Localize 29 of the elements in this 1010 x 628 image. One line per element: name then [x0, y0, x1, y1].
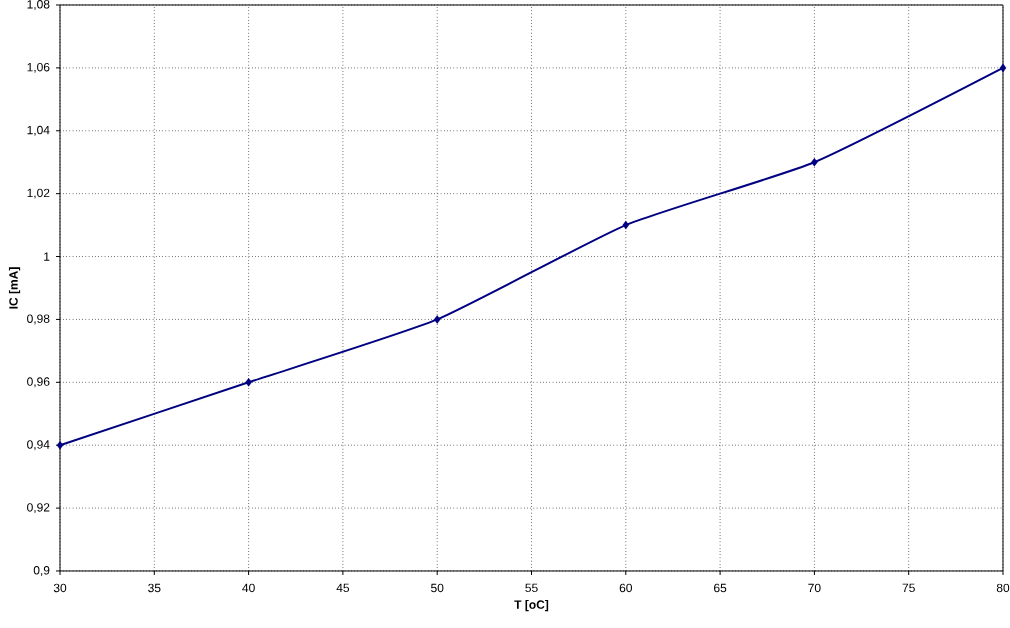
x-tick-label: 45	[336, 583, 350, 593]
x-tick-label: 55	[525, 583, 538, 593]
x-tick-label: 30	[53, 583, 67, 593]
x-tick-label: 40	[242, 583, 255, 593]
point	[433, 315, 441, 324]
point	[811, 157, 818, 167]
x-tick-label: 75	[902, 583, 915, 593]
y-tick-label: 1,08	[27, 0, 50, 10]
x-tick-label: 50	[431, 583, 444, 593]
y-tick-label: 1	[44, 252, 50, 261]
y-axis-title: IC [mA]	[8, 267, 21, 309]
point	[999, 63, 1007, 73]
x-tick-label: 65	[714, 583, 727, 593]
x-axis-title: T [oC]	[514, 600, 549, 612]
y-tick-label: 0,94	[27, 440, 50, 451]
x-tick-label: 60	[619, 583, 633, 593]
point	[622, 220, 630, 230]
y-tick-label: 0,96	[27, 377, 50, 388]
y-tick-label: 1,02	[27, 188, 50, 199]
y-tick-label: 1,06	[27, 62, 50, 73]
point	[245, 377, 252, 387]
x-tick-label: 35	[148, 583, 161, 593]
x-tick-label: 70	[808, 583, 821, 593]
x-tick-label: 80	[996, 583, 1010, 593]
y-tick-label: 0,9	[33, 566, 50, 576]
point	[56, 440, 64, 450]
y-tick-label: 0,98	[27, 314, 50, 325]
y-tick-label: 0,92	[27, 503, 50, 514]
y-tick-label: 1,04	[27, 125, 50, 136]
